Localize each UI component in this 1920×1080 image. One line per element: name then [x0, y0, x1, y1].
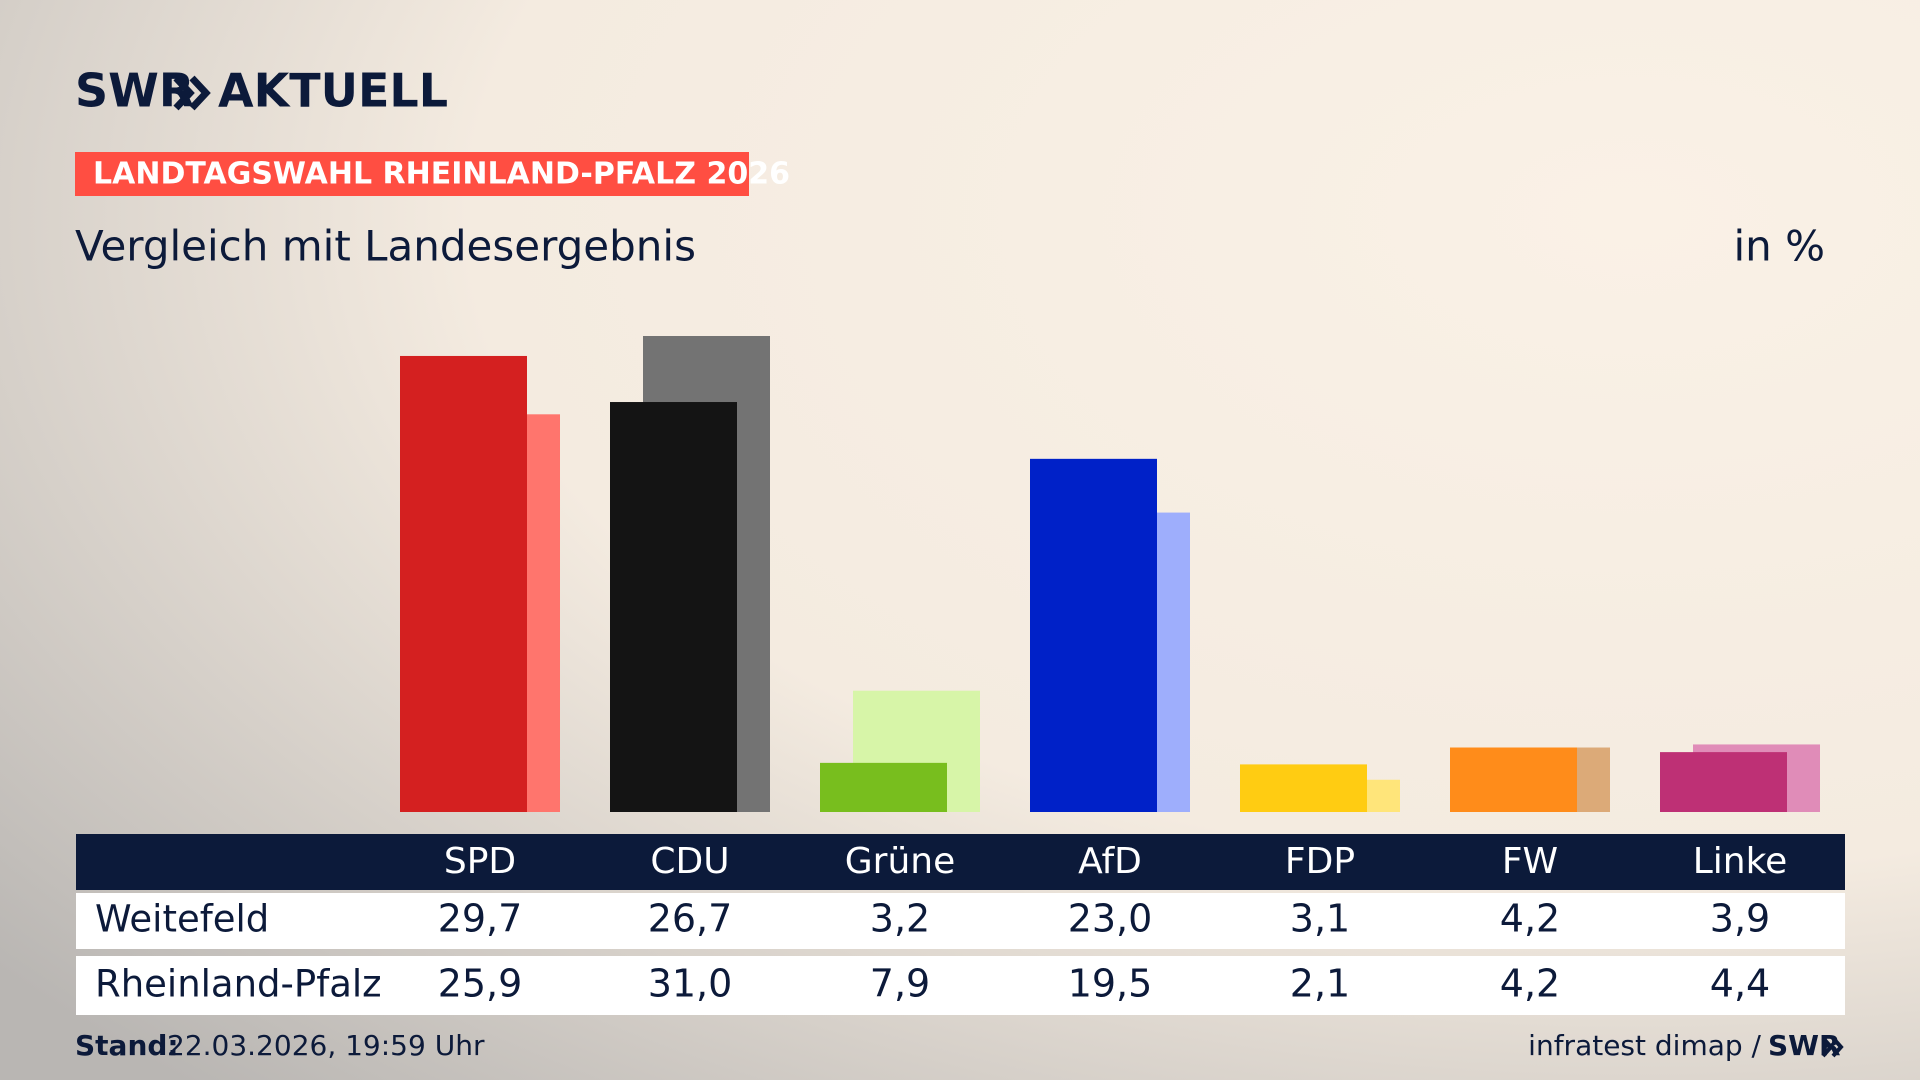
bar [820, 762, 947, 812]
column-header: Grüne [845, 841, 955, 882]
data-label: 2,1 [1290, 962, 1350, 1006]
data-label: 26,7 [648, 897, 733, 941]
data-label: 3,2 [870, 897, 930, 941]
data-label: 23,0 [1068, 897, 1153, 941]
data-label: 7,9 [870, 962, 930, 1006]
column-header: AfD [1078, 841, 1142, 882]
banner-bg [75, 152, 749, 196]
logo: SWR [75, 64, 194, 118]
data-label: 3,9 [1710, 897, 1770, 941]
data-label: 25,9 [438, 962, 523, 1006]
bar [1660, 752, 1787, 812]
chart-title: Vergleich mit Landesergebnis [75, 222, 696, 271]
source: infratest dimap / [1528, 1029, 1761, 1062]
table-row [76, 956, 1845, 1015]
data-label: 4,2 [1500, 897, 1560, 941]
table-header [76, 834, 1845, 890]
row-label: Rheinland-Pfalz [95, 963, 382, 1006]
data-label: 29,7 [438, 897, 523, 941]
data-label: 3,1 [1290, 897, 1350, 941]
table-row [76, 893, 1845, 949]
column-header: FDP [1285, 841, 1355, 882]
stand-label: Stand: [75, 1029, 179, 1062]
banner: LANDTAGSWAHL RHEINLAND-PFALZ 2026 [93, 157, 790, 192]
data-label: 4,4 [1710, 962, 1770, 1006]
bar [1030, 458, 1157, 812]
column-header: CDU [650, 841, 729, 882]
column-header: FW [1502, 841, 1558, 882]
bar [610, 402, 737, 812]
bar [1450, 747, 1577, 812]
data-label: 4,2 [1500, 962, 1560, 1006]
logo-suffix: AKTUELL [218, 64, 448, 118]
data-label: 19,5 [1068, 962, 1153, 1006]
bar [1240, 764, 1367, 812]
row-label: Weitefeld [95, 898, 269, 941]
bar [400, 355, 527, 812]
unit: in % [1733, 222, 1825, 271]
column-header: Linke [1693, 841, 1788, 882]
logo-chevrons [173, 75, 211, 111]
source-chevrons [1821, 1036, 1844, 1058]
stand: 22.03.2026, 19:59 Uhr [167, 1029, 485, 1062]
data-label: 31,0 [648, 962, 733, 1006]
column-header: SPD [444, 841, 516, 882]
